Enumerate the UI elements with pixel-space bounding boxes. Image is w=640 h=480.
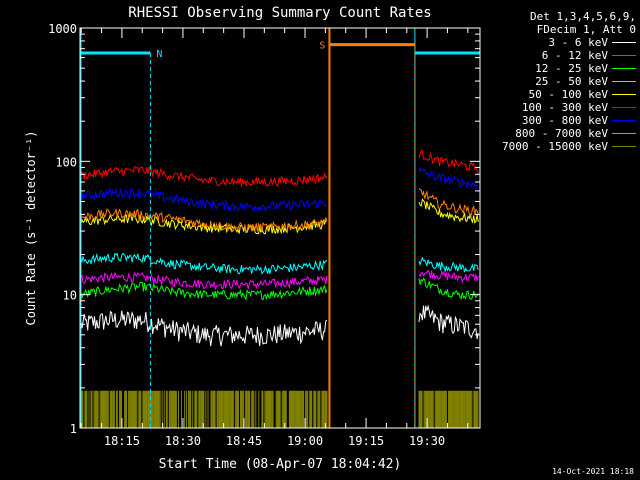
series-300-800-segment-2 <box>418 166 479 190</box>
flag-label-n: N <box>156 49 162 60</box>
y-axis-label: Count Rate (s⁻¹ detector⁻¹) <box>24 130 38 325</box>
legend-entry-label: 300 - 800 keV <box>521 114 608 127</box>
y-tick-label: 100 <box>55 155 77 169</box>
legend-entry-label: 100 - 300 keV <box>521 101 608 114</box>
chart-title: RHESSI Observing Summary Count Rates <box>128 5 431 21</box>
legend-entry-swatch <box>612 107 636 108</box>
legend-entry-label: 25 - 50 keV <box>535 75 608 88</box>
legend-entry: 800 - 7000 keV <box>466 127 636 140</box>
legend-entry-swatch <box>612 42 636 43</box>
flag-label-s: S <box>319 41 325 52</box>
legend-entry-label: 6 - 12 keV <box>541 49 608 62</box>
series-100-300-segment-2 <box>418 150 479 174</box>
series-300-800-segment-1 <box>80 187 328 213</box>
legend-entry-swatch <box>612 133 636 134</box>
legend: Det 1,3,4,5,6,9, FDecim 1, Att 0 3 - 6 k… <box>466 10 636 153</box>
legend-entry-label: 12 - 25 keV <box>535 62 608 75</box>
legend-header-detectors: Det 1,3,4,5,6,9, <box>530 10 636 23</box>
legend-entry: 6 - 12 keV <box>466 49 636 62</box>
series-3-6-segment-1 <box>80 310 328 347</box>
legend-entry-swatch <box>612 120 636 121</box>
legend-entry: 100 - 300 keV <box>466 101 636 114</box>
legend-entry-swatch <box>612 81 636 82</box>
series-6-12-segment-2 <box>418 269 479 284</box>
legend-entry: 300 - 800 keV <box>466 114 636 127</box>
x-tick-label: 19:15 <box>348 434 384 448</box>
legend-entry: 3 - 6 keV <box>466 36 636 49</box>
legend-entry-swatch <box>612 94 636 95</box>
x-tick-label: 19:30 <box>409 434 445 448</box>
series-7000-15000-segment-1 <box>80 390 328 428</box>
x-tick-label: 18:30 <box>165 434 201 448</box>
x-axis-label: Start Time (08-Apr-07 18:04:42) <box>159 457 402 472</box>
legend-entry: 7000 - 15000 keV <box>466 140 636 153</box>
legend-entry: 50 - 100 keV <box>466 88 636 101</box>
legend-entry: 25 - 50 keV <box>466 75 636 88</box>
series-3-6-segment-2 <box>418 304 479 339</box>
series-100-300-segment-1 <box>80 165 328 188</box>
x-tick-label: 19:00 <box>287 434 323 448</box>
series-12-25-segment-1 <box>80 281 328 301</box>
y-tick-label: 1000 <box>48 22 77 36</box>
series-50-100-segment-2 <box>418 198 479 224</box>
series-6-12-segment-1 <box>80 271 328 291</box>
generation-timestamp: 14-Oct-2021 18:18 <box>552 467 634 476</box>
y-tick-label: 10 <box>63 289 77 303</box>
legend-entry-swatch <box>612 68 636 69</box>
legend-entry-swatch <box>612 55 636 56</box>
legend-entry-label: 50 - 100 keV <box>528 88 608 101</box>
legend-entry: 12 - 25 keV <box>466 62 636 75</box>
legend-entry-label: 3 - 6 keV <box>548 36 608 49</box>
series-800-7000-segment-2 <box>418 188 479 216</box>
x-tick-label: 18:45 <box>226 434 262 448</box>
legend-entry-label: 800 - 7000 keV <box>515 127 608 140</box>
series-12-25-segment-2 <box>418 277 479 301</box>
series-25-50-segment-1 <box>80 252 328 275</box>
series-800-7000-segment-1 <box>80 208 328 233</box>
series-25-50-segment-2 <box>418 256 479 273</box>
series-7000-15000-segment-2 <box>418 390 479 428</box>
legend-entry-swatch <box>612 146 636 147</box>
legend-header-decimation: FDecim 1, Att 0 <box>536 23 636 36</box>
y-tick-label: 1 <box>70 422 77 436</box>
legend-entry-label: 7000 - 15000 keV <box>502 140 608 153</box>
plot-frame <box>79 27 481 429</box>
x-tick-label: 18:15 <box>104 434 140 448</box>
